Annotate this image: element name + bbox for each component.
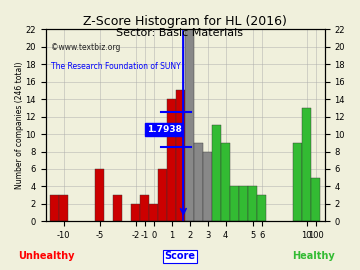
- Text: Score: Score: [165, 251, 195, 261]
- Bar: [176, 90, 185, 221]
- Text: 1.7938: 1.7938: [147, 125, 181, 134]
- Title: Z-Score Histogram for HL (2016): Z-Score Histogram for HL (2016): [83, 15, 287, 28]
- Bar: [131, 204, 140, 221]
- Text: The Research Foundation of SUNY: The Research Foundation of SUNY: [51, 62, 181, 71]
- Text: Unhealthy: Unhealthy: [19, 251, 75, 261]
- Bar: [230, 187, 239, 221]
- Bar: [257, 195, 266, 221]
- Bar: [185, 29, 194, 221]
- Bar: [50, 195, 59, 221]
- Bar: [248, 187, 257, 221]
- Bar: [59, 195, 68, 221]
- Text: ©www.textbiz.org: ©www.textbiz.org: [51, 43, 121, 52]
- Bar: [140, 195, 149, 221]
- Bar: [239, 187, 248, 221]
- Y-axis label: Number of companies (246 total): Number of companies (246 total): [15, 62, 24, 189]
- Bar: [203, 151, 212, 221]
- Bar: [167, 99, 176, 221]
- Bar: [149, 204, 158, 221]
- Bar: [311, 178, 320, 221]
- Bar: [95, 169, 104, 221]
- Text: Healthy: Healthy: [292, 251, 334, 261]
- Bar: [221, 143, 230, 221]
- Bar: [194, 143, 203, 221]
- Bar: [302, 108, 311, 221]
- Text: Sector: Basic Materials: Sector: Basic Materials: [117, 28, 243, 38]
- Bar: [212, 125, 221, 221]
- Bar: [293, 143, 302, 221]
- Bar: [158, 169, 167, 221]
- Bar: [113, 195, 122, 221]
